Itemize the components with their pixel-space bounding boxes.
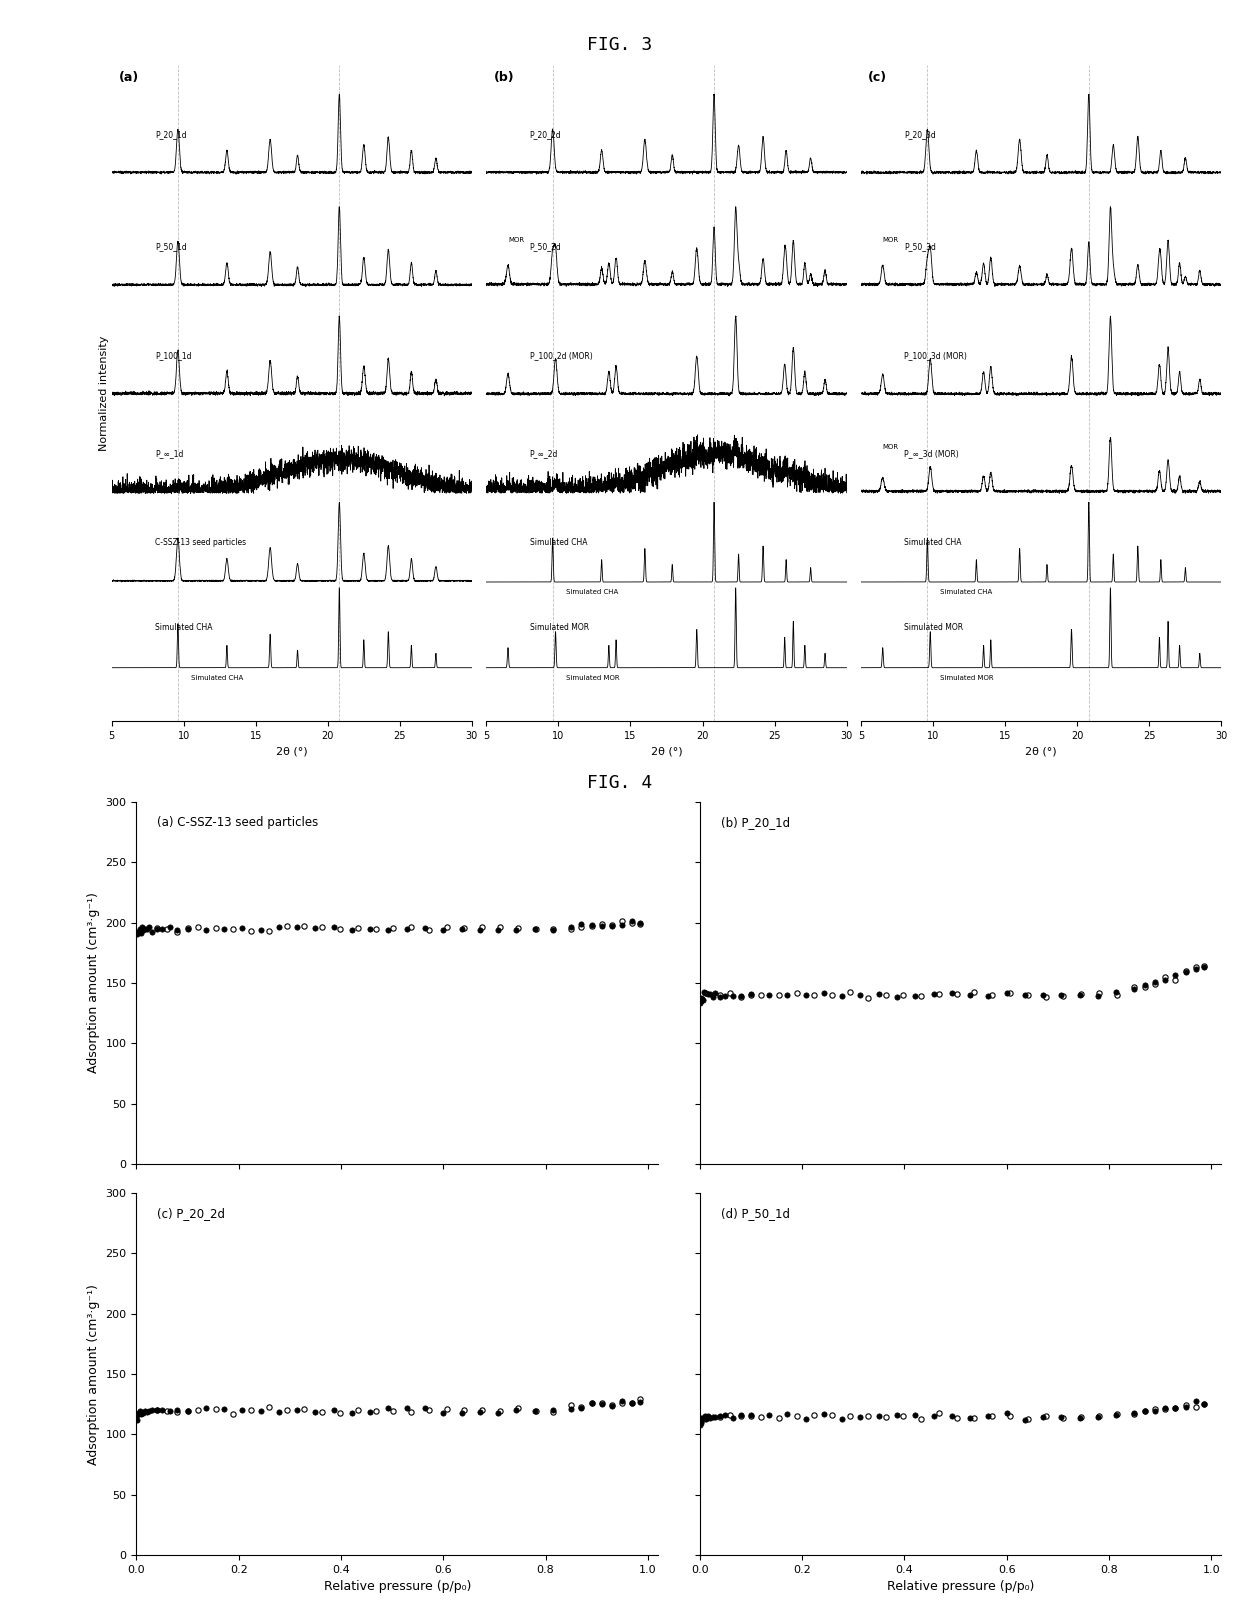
X-axis label: 2θ (°): 2θ (°) — [277, 747, 308, 757]
Text: (b) P_20_1d: (b) P_20_1d — [720, 816, 790, 829]
Text: (d) P_50_1d: (d) P_50_1d — [720, 1207, 790, 1220]
Text: Simulated CHA: Simulated CHA — [565, 588, 618, 595]
Text: Simulated CHA: Simulated CHA — [155, 624, 212, 632]
Text: P_50_2d: P_50_2d — [529, 241, 562, 251]
Text: FIG. 4: FIG. 4 — [588, 774, 652, 792]
Text: Simulated CHA: Simulated CHA — [191, 674, 243, 680]
Text: P_100_2d (MOR): P_100_2d (MOR) — [529, 352, 593, 360]
Text: Simulated MOR: Simulated MOR — [904, 624, 963, 632]
Text: (c): (c) — [868, 71, 888, 84]
Text: P_50_3d: P_50_3d — [904, 241, 936, 251]
Text: P_100_3d (MOR): P_100_3d (MOR) — [904, 352, 967, 360]
Text: MOR: MOR — [508, 237, 525, 243]
Text: (a): (a) — [119, 71, 139, 84]
Text: (c) P_20_2d: (c) P_20_2d — [157, 1207, 226, 1220]
Text: MOR: MOR — [883, 444, 899, 450]
Text: C-SSZ-13 seed particles: C-SSZ-13 seed particles — [155, 538, 246, 546]
Text: P_20_2d: P_20_2d — [529, 130, 562, 139]
Y-axis label: Normalized intensity: Normalized intensity — [99, 335, 109, 450]
Text: P_∞_3d (MOR): P_∞_3d (MOR) — [904, 449, 959, 458]
Text: P_100_1d: P_100_1d — [155, 352, 191, 360]
Text: P_50_1d: P_50_1d — [155, 241, 186, 251]
Y-axis label: Adsorption amount (cm³·g⁻¹): Adsorption amount (cm³·g⁻¹) — [87, 893, 100, 1074]
Text: (a) C-SSZ-13 seed particles: (a) C-SSZ-13 seed particles — [157, 816, 319, 829]
Text: Simulated MOR: Simulated MOR — [529, 624, 589, 632]
Text: P_20_3d: P_20_3d — [904, 130, 936, 139]
Text: P_∞_2d: P_∞_2d — [529, 449, 558, 458]
Text: MOR: MOR — [883, 237, 899, 243]
Text: Simulated CHA: Simulated CHA — [940, 588, 992, 595]
Text: FIG. 3: FIG. 3 — [588, 36, 652, 53]
Text: (b): (b) — [494, 71, 515, 84]
Text: P_∞_1d: P_∞_1d — [155, 449, 184, 458]
X-axis label: 2θ (°): 2θ (°) — [1025, 747, 1056, 757]
Text: Simulated MOR: Simulated MOR — [565, 674, 619, 680]
Text: Simulated CHA: Simulated CHA — [529, 538, 587, 546]
Text: P_20_1d: P_20_1d — [155, 130, 186, 139]
X-axis label: 2θ (°): 2θ (°) — [651, 747, 682, 757]
X-axis label: Relative pressure (p/p₀): Relative pressure (p/p₀) — [324, 1581, 471, 1594]
X-axis label: Relative pressure (p/p₀): Relative pressure (p/p₀) — [887, 1581, 1034, 1594]
Text: Simulated MOR: Simulated MOR — [940, 674, 994, 680]
Y-axis label: Adsorption amount (cm³·g⁻¹): Adsorption amount (cm³·g⁻¹) — [87, 1283, 100, 1464]
Text: Simulated CHA: Simulated CHA — [904, 538, 962, 546]
